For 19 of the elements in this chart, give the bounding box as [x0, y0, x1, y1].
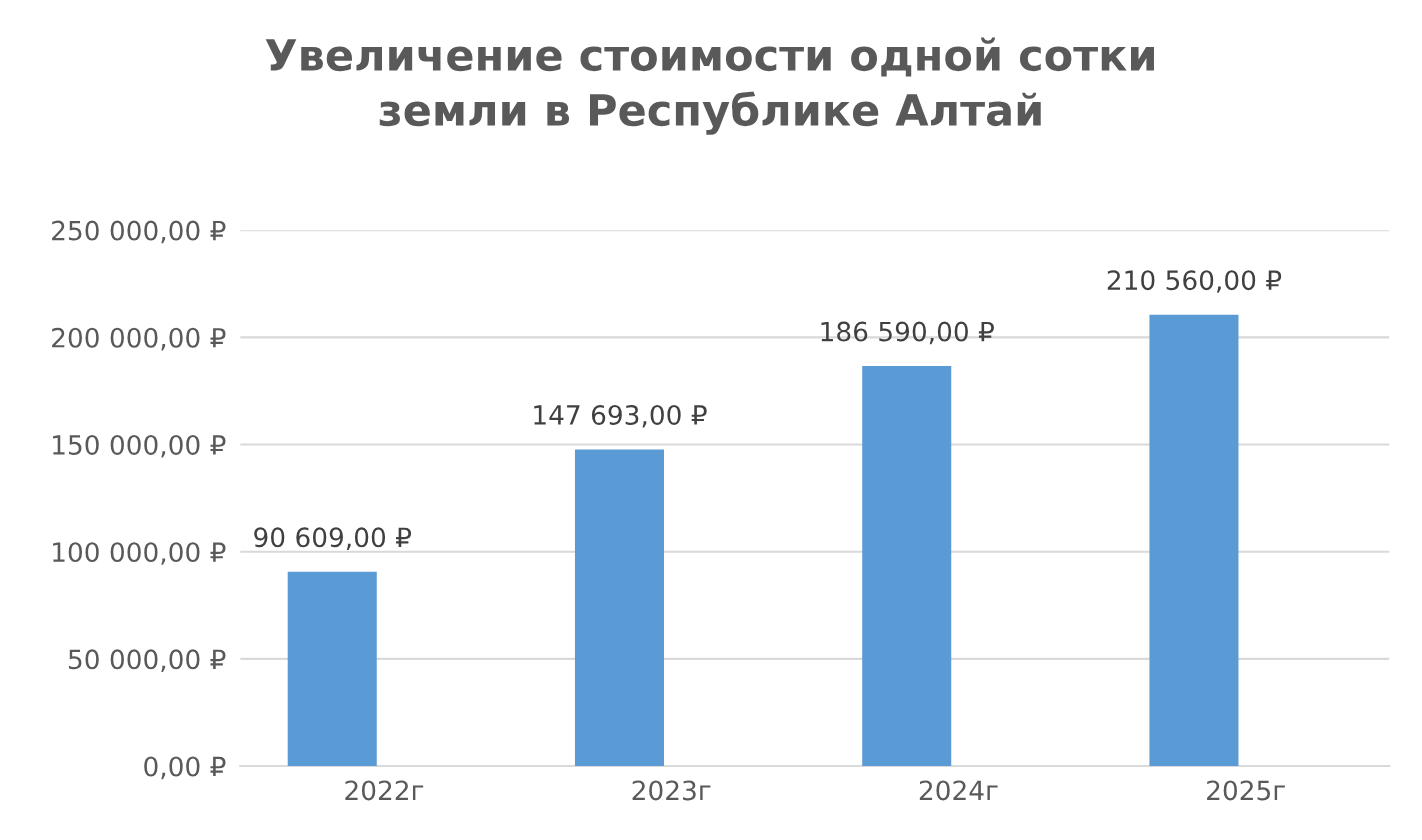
y-tick-label: 150 000,00 ₽: [53, 434, 226, 458]
bar: [1149, 314, 1239, 767]
data-label: 147 693,00 ₽: [534, 404, 707, 428]
x-tick-label: 2024г: [919, 780, 998, 801]
x-tick-label: 2023г: [632, 780, 711, 801]
x-tick-label: 2025г: [1207, 780, 1285, 801]
y-tick-label: 0,00 ₽: [144, 756, 226, 780]
y-tick-label: 50 000,00 ₽: [68, 649, 226, 672]
data-label: 210 560,00 ₽: [1107, 270, 1282, 293]
bar: [862, 366, 952, 767]
x-tick-label: 2022г: [345, 780, 424, 801]
bar: [574, 449, 664, 767]
data-label: 186 590,00 ₽: [821, 321, 994, 345]
y-tick-label: 250 000,00 ₽: [52, 220, 226, 244]
data-label: 90 609,00 ₽: [254, 527, 412, 550]
y-tick-label: 200 000,00 ₽: [52, 327, 226, 351]
chart-title: Увеличение стоимости одной сотки земли в Республике Алтай: [265, 37, 1154, 135]
bar: [287, 571, 377, 767]
y-tick-label: 100 000,00 ₽: [53, 542, 226, 565]
